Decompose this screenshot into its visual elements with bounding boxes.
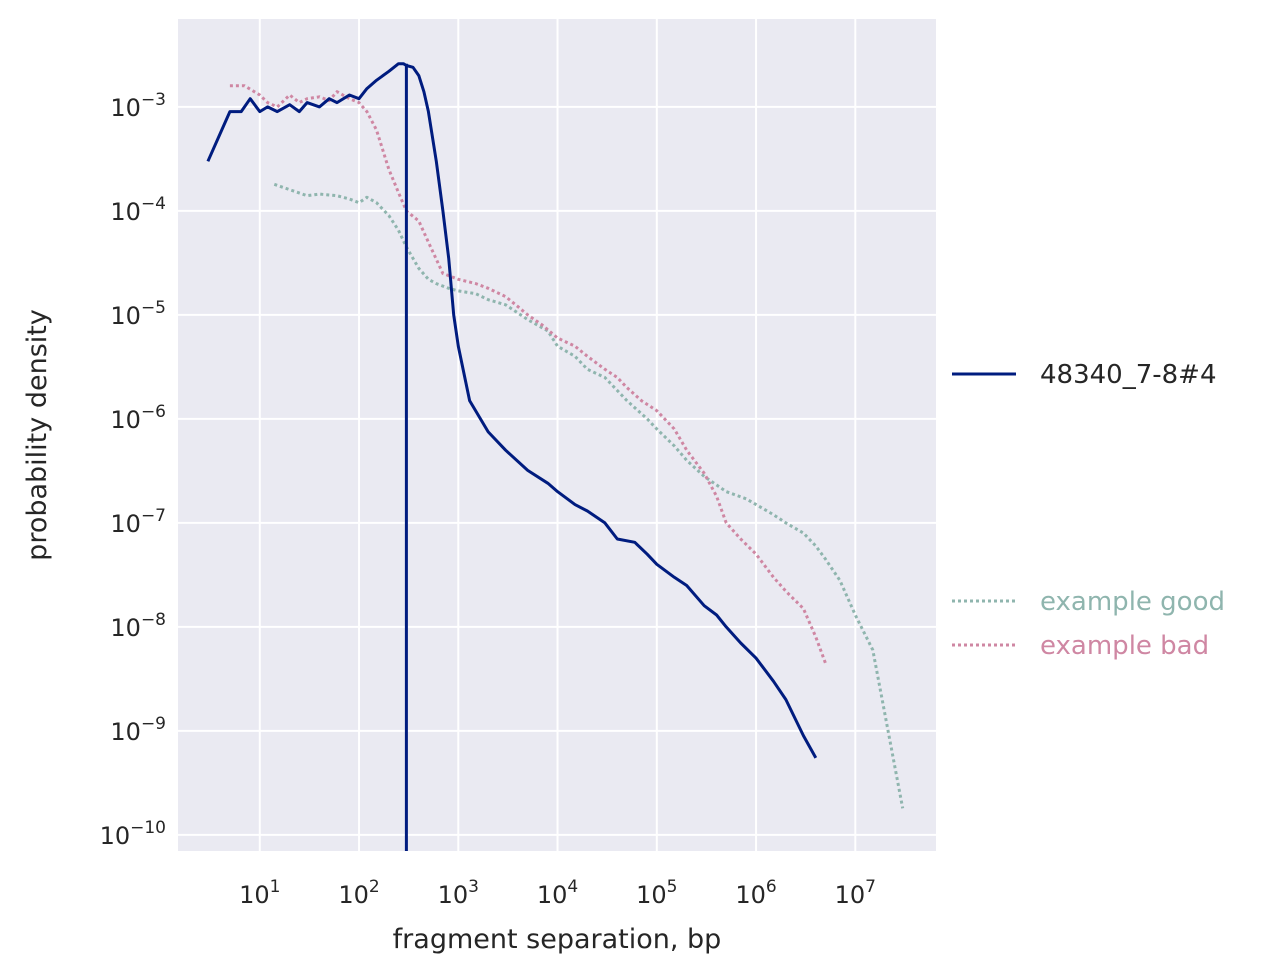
x-axis-label: fragment separation, bp — [393, 924, 722, 955]
x-tick-label: 105 — [636, 877, 677, 909]
y-tick-label: 10−4 — [110, 194, 166, 226]
y-axis-label: probability density — [22, 309, 53, 561]
x-tick-label: 103 — [438, 877, 479, 909]
y-tick-labels: 10−3 10−4 10−5 10−6 10−7 10−8 10−9 10−10 — [100, 90, 166, 850]
series-line-1 — [273, 182, 905, 809]
series-layer — [206, 62, 905, 851]
legend-label: example bad — [1040, 631, 1209, 661]
x-tick-labels: 101 102 103 104 105 106 107 — [239, 877, 876, 909]
y-tick-label: 10−10 — [100, 818, 166, 850]
series-line-0 — [206, 62, 818, 759]
y-tick-label: 10−3 — [110, 90, 166, 122]
x-tick-label: 106 — [735, 877, 776, 909]
y-tick-label: 10−6 — [110, 402, 166, 434]
legend-label: example good — [1040, 587, 1225, 617]
legend-label: 48340_7-8#4 — [1040, 360, 1217, 390]
series-line-2 — [229, 84, 827, 664]
y-tick-label: 10−9 — [110, 714, 166, 746]
x-tick-label: 107 — [835, 877, 876, 909]
y-tick-label: 10−7 — [110, 506, 166, 538]
y-tick-label: 10−5 — [110, 298, 166, 330]
x-tick-label: 104 — [537, 877, 578, 909]
y-tick-label: 10−8 — [110, 610, 166, 642]
x-tick-label: 101 — [239, 877, 280, 909]
x-tick-label: 102 — [338, 877, 379, 909]
